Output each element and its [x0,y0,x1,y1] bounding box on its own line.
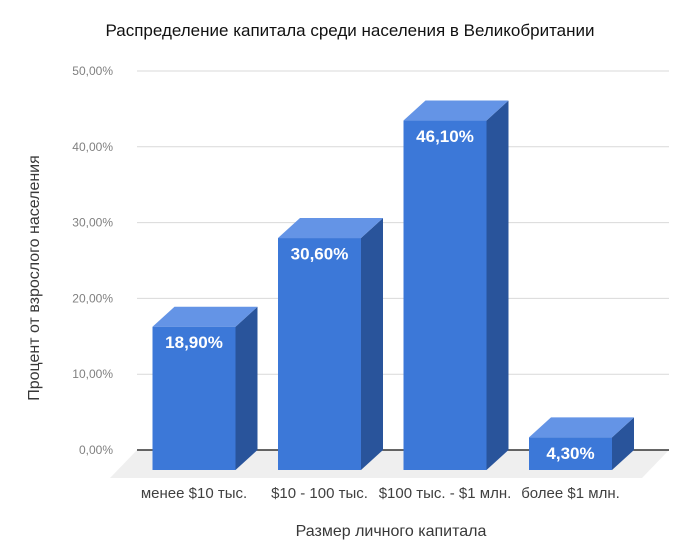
chart-title: Распределение капитала среди населения в… [105,21,595,40]
y-tick-label: 10,00% [72,367,113,381]
bar-group: 4,30% [529,417,634,470]
x-axis-title: Размер личного капитала [295,523,487,540]
bar-value-label: 4,30% [546,444,594,463]
bar-side-face [486,100,509,470]
bar-value-label: 30,60% [291,245,349,264]
bar-front-face [403,120,487,470]
bar-side-face [361,218,383,470]
bar-value-label: 46,10% [416,127,474,146]
bar-front-face [278,238,361,470]
bar-front-face [529,437,612,470]
x-category-label: менее $10 тыс. [141,485,247,502]
bar-value-label: 18,90% [165,333,223,352]
bar-top-face [278,218,383,239]
bar-group: 30,60% [278,218,383,470]
bar-group: 18,90% [152,306,258,470]
y-tick-label: 20,00% [72,291,113,305]
y-tick-label: 30,00% [72,216,113,230]
x-category-label: $10 - 100 тыс. [271,485,368,502]
y-tick-label: 50,00% [72,64,113,78]
bar-front-face [152,326,236,470]
bar-side-face [612,417,634,470]
y-tick-label: 0,00% [79,443,113,457]
bar-side-face [235,306,258,470]
bar-top-face [529,417,634,438]
bar-top-face [403,100,509,121]
bar-top-face [152,306,258,327]
bar-group: 46,10% [403,100,509,470]
x-category-label: $100 тыс. - $1 млн. [379,485,512,502]
x-category-label: более $1 млн. [521,485,620,502]
y-tick-label: 40,00% [72,140,113,154]
